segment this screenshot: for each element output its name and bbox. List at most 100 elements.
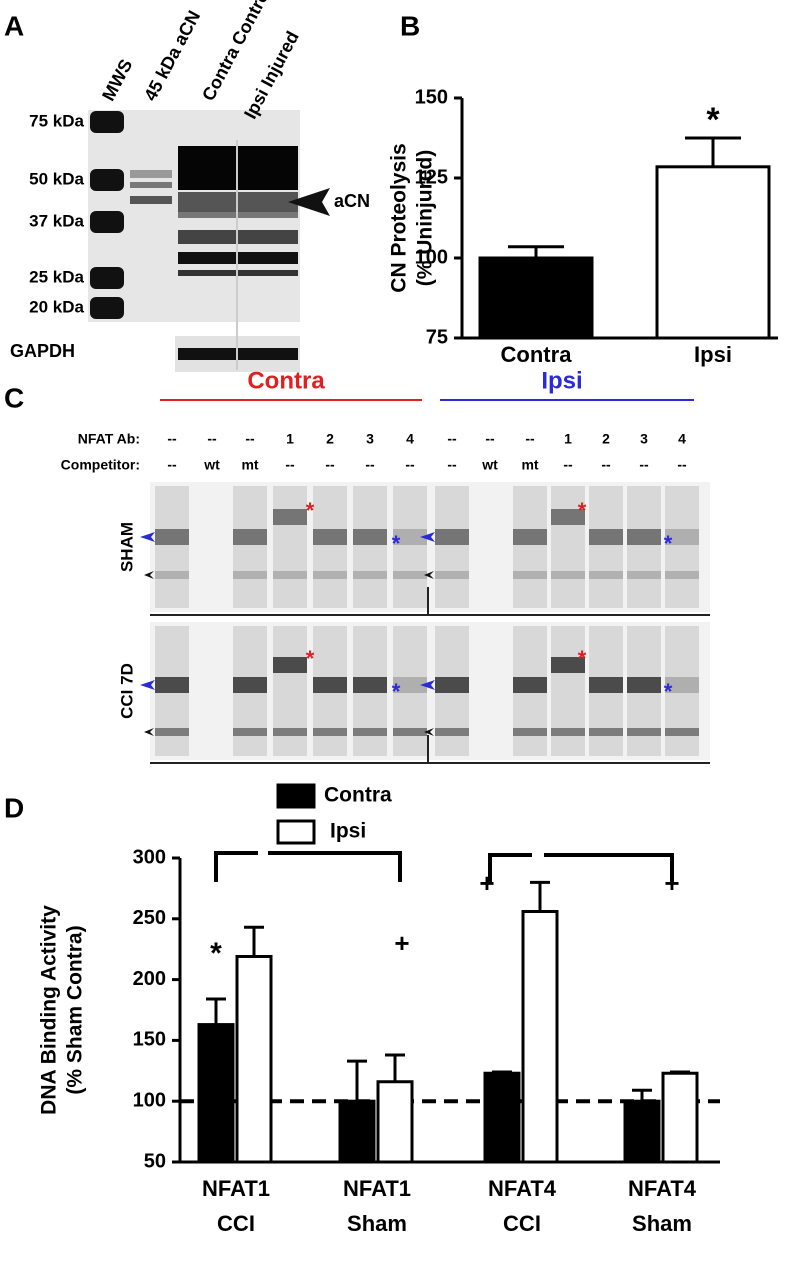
x-tick-label: CCI xyxy=(217,1211,255,1236)
gel-band xyxy=(435,529,469,545)
lane-label: 3 xyxy=(640,431,648,447)
gel-lane xyxy=(513,486,547,608)
gel-band xyxy=(313,571,347,579)
gel-band xyxy=(353,529,387,545)
annotation: * xyxy=(706,101,720,139)
gel-band xyxy=(313,529,347,545)
lane-label: MWS xyxy=(98,56,136,104)
arrowhead xyxy=(144,728,154,736)
arrow-label: aCN xyxy=(334,191,370,211)
y-tick-label: 50 xyxy=(144,1150,166,1172)
x-tick-label: Ipsi xyxy=(694,342,732,367)
gel-lane xyxy=(551,486,585,608)
panel-label: A xyxy=(4,10,24,41)
bar xyxy=(235,954,273,1164)
gel-band xyxy=(353,571,387,579)
gel-band xyxy=(393,677,427,693)
gel-band xyxy=(353,677,387,693)
gel-lane xyxy=(665,486,699,608)
y-tick-label: 250 xyxy=(133,907,166,929)
gel-band xyxy=(233,529,267,545)
supershift-mark: * xyxy=(306,646,315,671)
gel-band xyxy=(665,728,699,736)
lane-label: -- xyxy=(485,431,495,447)
bar xyxy=(478,256,594,340)
gel-band xyxy=(589,571,623,579)
y-tick-label: 100 xyxy=(133,1089,166,1111)
bar xyxy=(483,1071,521,1164)
blot-band xyxy=(130,182,172,188)
x-tick-label: NFAT1 xyxy=(202,1176,270,1201)
bar xyxy=(376,1080,414,1164)
gel-band xyxy=(627,529,661,545)
bar xyxy=(655,165,771,340)
gel-lane xyxy=(589,486,623,608)
gel-lane xyxy=(273,626,307,756)
gel-band xyxy=(513,529,547,545)
lane-label: -- xyxy=(365,457,375,473)
lane-label: wt xyxy=(203,457,220,473)
gel-lane xyxy=(313,486,347,608)
gel-band xyxy=(513,728,547,736)
lane-label: -- xyxy=(285,457,295,473)
y-tick-label: 200 xyxy=(133,968,166,990)
lane-label: 2 xyxy=(326,431,334,447)
lane-label: 4 xyxy=(406,431,414,447)
gel-band xyxy=(551,728,585,736)
lane-label: -- xyxy=(563,457,573,473)
bar xyxy=(338,1099,376,1164)
lane-label: -- xyxy=(601,457,611,473)
gel-band xyxy=(513,677,547,693)
gel-band xyxy=(273,509,307,525)
gel-band xyxy=(313,677,347,693)
lane-label: -- xyxy=(245,431,255,447)
arrowhead xyxy=(288,188,330,216)
lane-label: 1 xyxy=(286,431,294,447)
bracket xyxy=(488,853,532,882)
marker-band xyxy=(90,297,124,319)
lane-label: 45 kDa aCN xyxy=(140,7,204,104)
gel-lane xyxy=(155,486,189,608)
gel-band xyxy=(589,728,623,736)
y-axis-label: CN Proteolysis xyxy=(388,143,411,292)
supershift-mark: * xyxy=(578,646,587,671)
gel-band xyxy=(435,571,469,579)
marker-label: 50 kDa xyxy=(29,169,84,188)
y-axis-label: (% Uninjured) xyxy=(414,150,437,287)
gel-band xyxy=(393,728,427,736)
arrowhead xyxy=(420,532,435,542)
lane-label: -- xyxy=(405,457,415,473)
lane-label: -- xyxy=(167,431,177,447)
y-axis-label: DNA Binding Activity xyxy=(38,905,61,1115)
bar xyxy=(521,910,559,1164)
supershift-mark: * xyxy=(392,679,401,704)
blot-band xyxy=(130,170,172,178)
gel-band xyxy=(233,728,267,736)
x-tick-label: NFAT4 xyxy=(488,1176,557,1201)
loading-control-label: GAPDH xyxy=(10,341,75,361)
arrowhead xyxy=(140,532,155,542)
gel-band xyxy=(155,677,189,693)
y-tick-label: 300 xyxy=(133,846,166,868)
gel-band xyxy=(393,571,427,579)
lane-label: -- xyxy=(677,457,687,473)
blot-band xyxy=(130,196,172,204)
arrowhead xyxy=(420,680,435,690)
gel-lane xyxy=(233,486,267,608)
annotation: + xyxy=(479,868,494,898)
x-tick-label: Sham xyxy=(347,1211,407,1236)
group-label: Contra xyxy=(247,367,325,394)
y-tick-label: 100 xyxy=(415,246,448,268)
lane-label: Ipsi Injured xyxy=(240,28,303,122)
y-tick-label: 150 xyxy=(415,86,448,108)
lane-label: -- xyxy=(207,431,217,447)
marker-label: 25 kDa xyxy=(29,267,84,286)
legend-label: Contra xyxy=(324,784,392,807)
lane-label: 2 xyxy=(602,431,610,447)
x-tick-label: Sham xyxy=(632,1211,692,1236)
gel-band xyxy=(435,677,469,693)
gel-band xyxy=(273,657,307,673)
lane-label: 4 xyxy=(678,431,686,447)
marker-band xyxy=(90,211,124,233)
gel-lane xyxy=(435,486,469,608)
